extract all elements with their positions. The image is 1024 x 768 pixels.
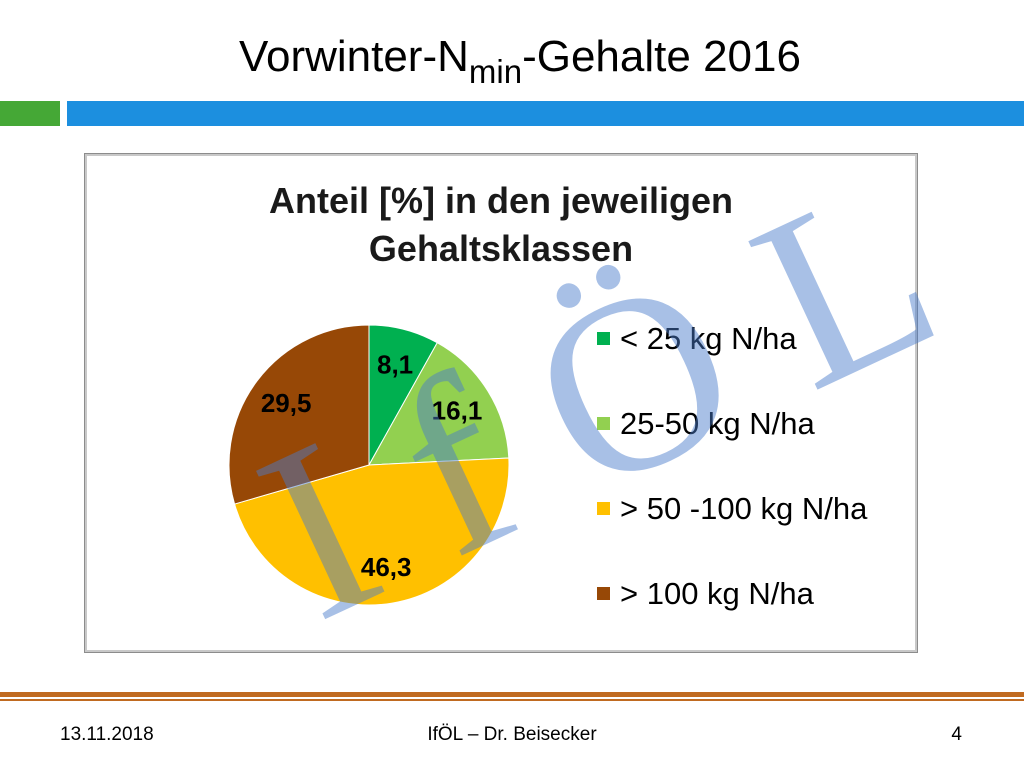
pie-slice-4 xyxy=(228,324,370,505)
chart-legend: < 25 kg N/ha 25-50 kg N/ha > 50 -100 kg … xyxy=(597,296,867,636)
footer-page-number: 4 xyxy=(951,724,962,745)
pie-slice-2 xyxy=(368,342,510,466)
footer-divider-line-thin xyxy=(0,699,1024,701)
pie-data-labels: 8,1 16,1 46,3 29,5 xyxy=(261,350,482,582)
slide-title-rest: -Gehalte 2016 xyxy=(522,32,801,81)
legend-swatch-1 xyxy=(597,332,610,345)
legend-item-3: > 50 -100 kg N/ha xyxy=(597,466,867,551)
legend-swatch-4 xyxy=(597,587,610,600)
chart-title-line-2: Gehaltsklassen xyxy=(368,228,634,269)
chart-title: Anteil [%] in den jeweiligen Gehaltsklas… xyxy=(84,177,918,273)
header-accent-bar-blue xyxy=(67,101,1024,126)
header-accent-bar-green xyxy=(0,101,60,126)
legend-label-4: > 100 kg N/ha xyxy=(620,575,814,611)
pie-data-label-1: 8,1 xyxy=(377,350,413,380)
legend-label-1: < 25 kg N/ha xyxy=(620,320,797,356)
legend-item-4: > 100 kg N/ha xyxy=(597,551,867,636)
pie-data-label-3: 46,3 xyxy=(361,552,412,582)
legend-item-1: < 25 kg N/ha xyxy=(597,296,867,381)
legend-label-2: 25-50 kg N/ha xyxy=(620,405,815,441)
chart-frame xyxy=(84,153,918,653)
pie-slice-3 xyxy=(233,457,510,606)
footer-presenter: IfÖL – Dr. Beisecker xyxy=(427,724,597,745)
footer-date: 13.11.2018 xyxy=(60,724,154,745)
slide-title: Vorwinter-Nmin-Gehalte 2016 xyxy=(0,29,1024,90)
legend-label-3: > 50 -100 kg N/ha xyxy=(620,490,868,526)
legend-item-2: 25-50 kg N/ha xyxy=(597,381,867,466)
pie-data-label-4: 29,5 xyxy=(261,388,312,418)
chart-title-line-1: Anteil [%] in den jeweiligen xyxy=(268,180,734,221)
pie-data-label-2: 16,1 xyxy=(432,395,483,425)
slide-title-subscript: min xyxy=(468,53,523,90)
slide-title-main: Vorwinter-N xyxy=(239,32,469,81)
legend-swatch-3 xyxy=(597,502,610,515)
pie-slices xyxy=(228,324,510,606)
legend-swatch-2 xyxy=(597,417,610,430)
pie-chart: 8,1 16,1 46,3 29,5 xyxy=(228,324,510,606)
footer-divider-line xyxy=(0,692,1024,697)
